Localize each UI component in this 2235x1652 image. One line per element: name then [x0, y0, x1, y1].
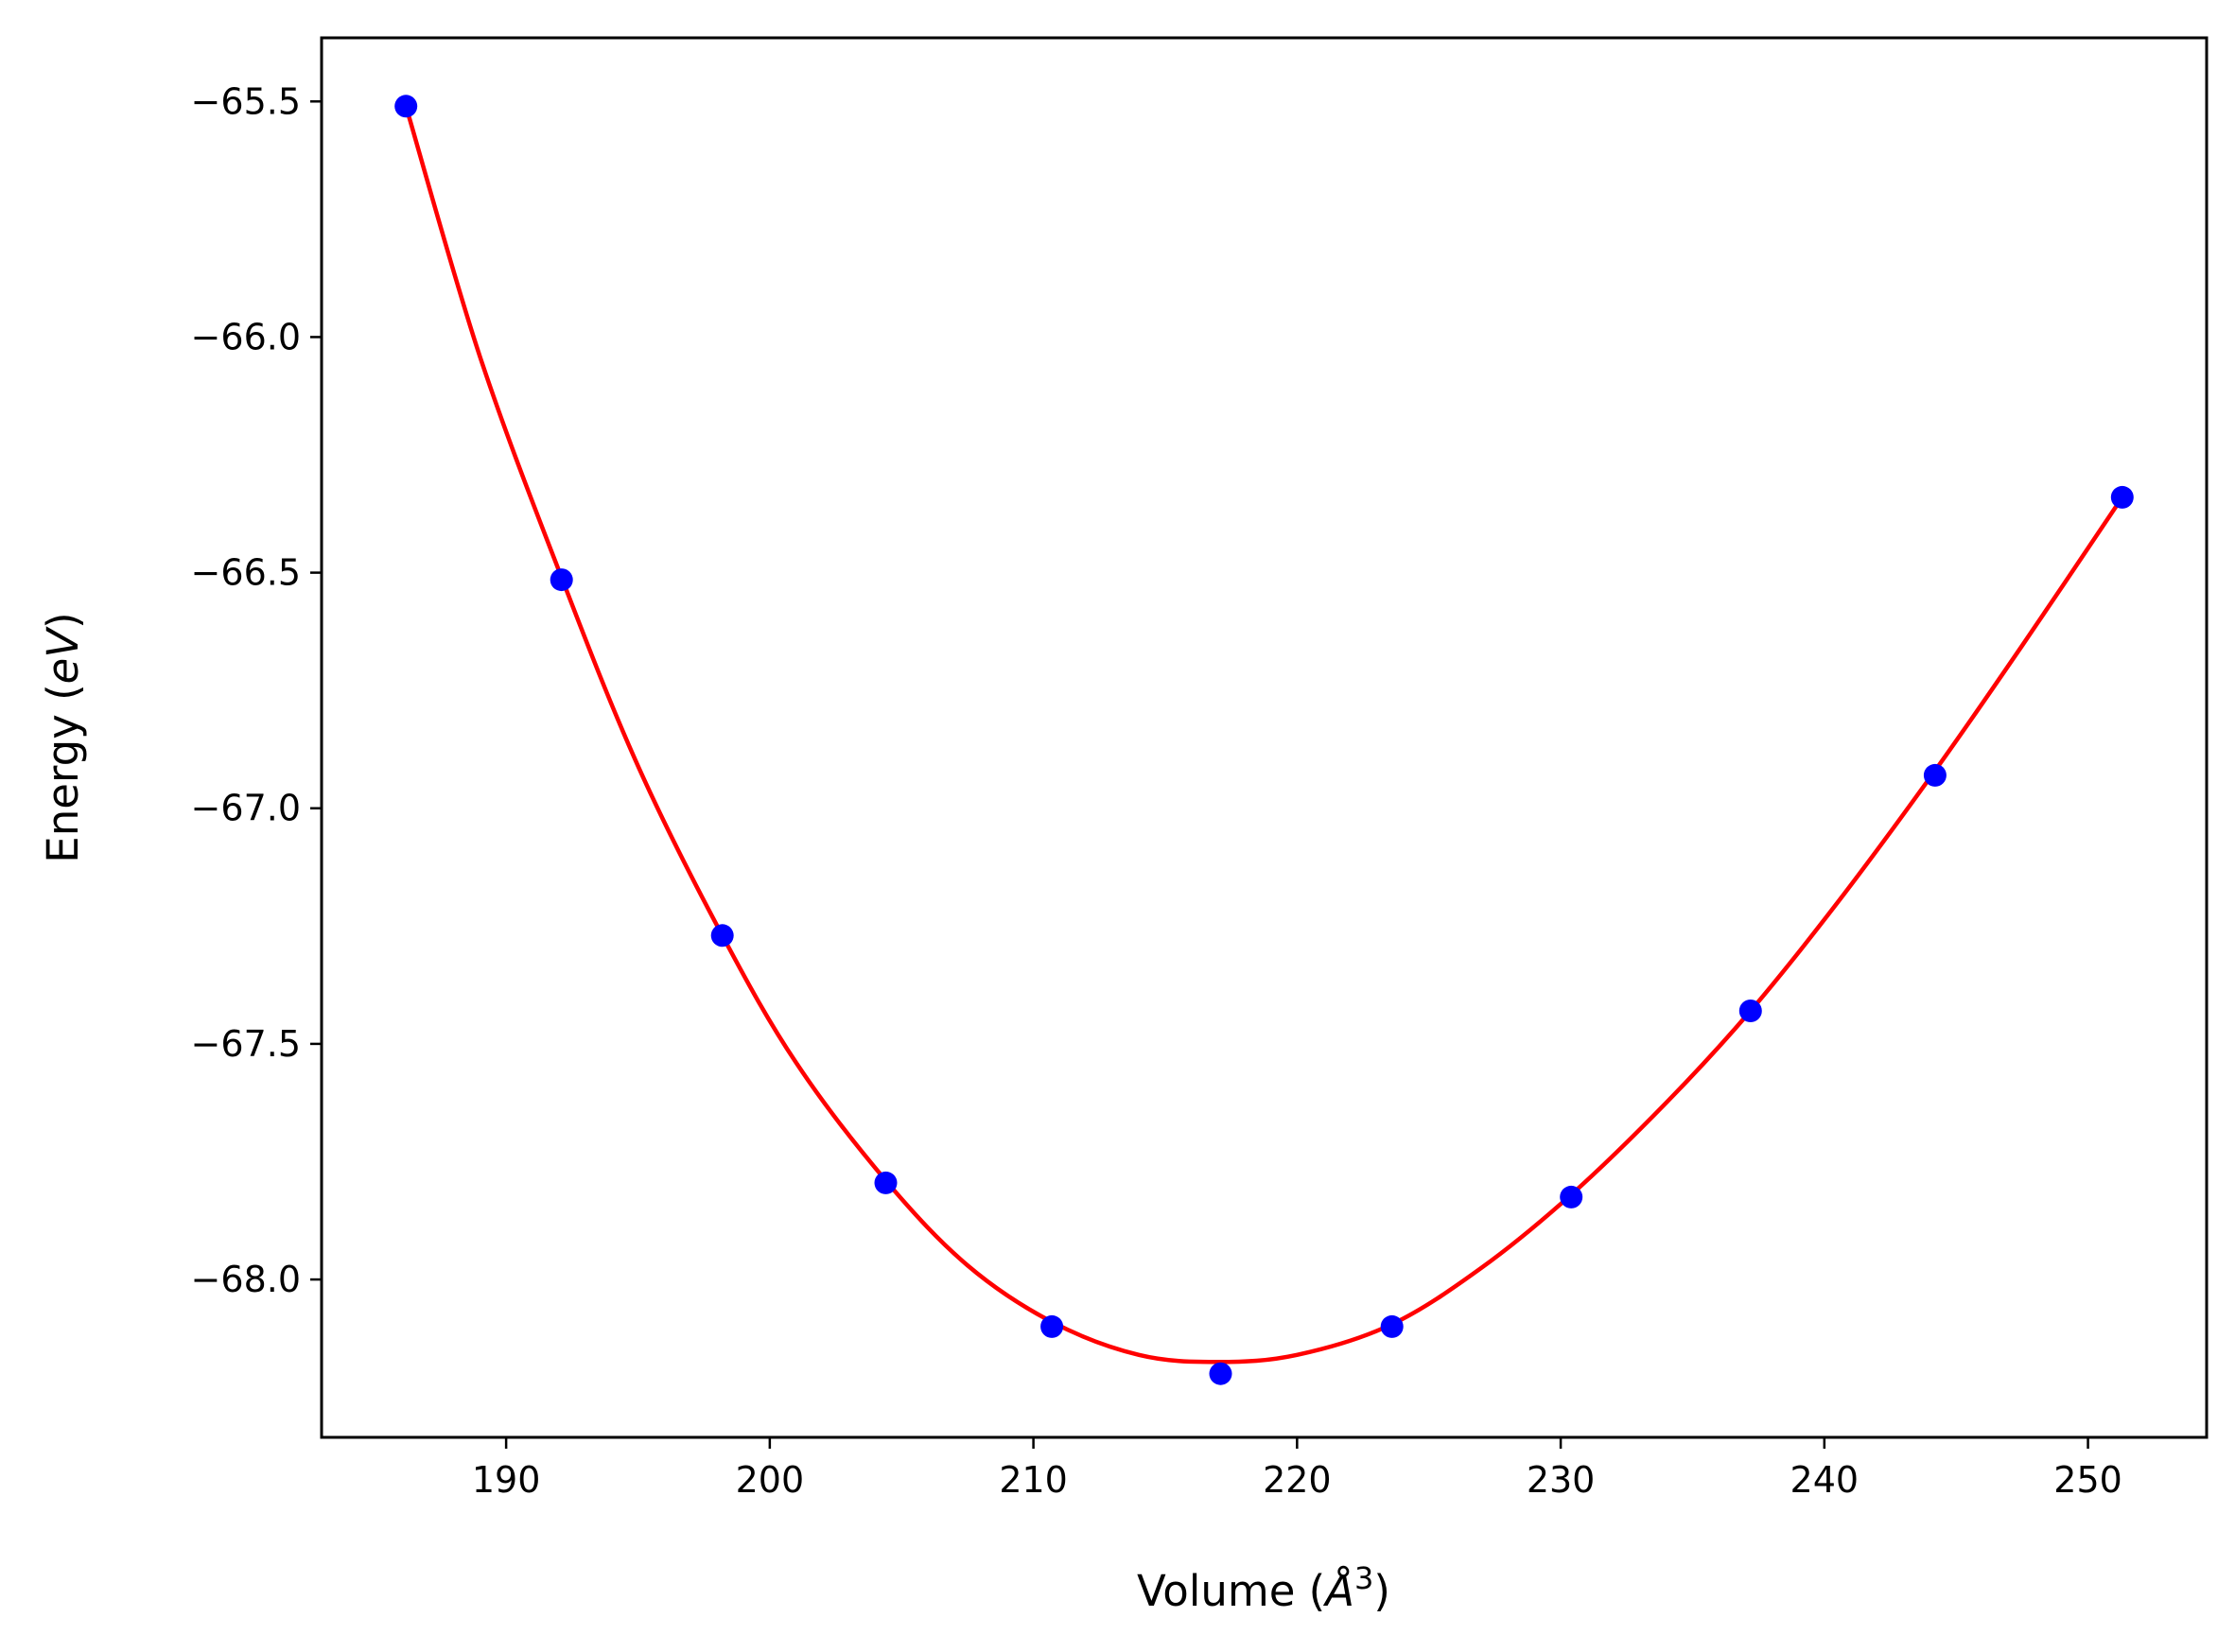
data-point: [550, 568, 573, 592]
y-tick-label: −66.0: [191, 316, 301, 357]
data-point: [874, 1171, 898, 1194]
x-tick-label: 210: [999, 1459, 1068, 1501]
y-tick-label: −65.5: [191, 80, 301, 122]
x-tick-label: 250: [2053, 1459, 2122, 1501]
data-point: [1923, 763, 1947, 787]
y-tick-label: −68.0: [191, 1259, 301, 1300]
x-tick-label: 230: [1527, 1459, 1596, 1501]
plot-area: [394, 95, 2134, 1385]
y-tick-label: −67.0: [191, 788, 301, 829]
y-axis-label: Energy (eV): [38, 612, 88, 862]
data-point: [2110, 485, 2134, 509]
x-tick-label: 190: [472, 1459, 541, 1501]
data-point: [394, 95, 418, 118]
axis-ticks: 190 200 210 220 230 240 250 −65.5 −66.0 −66.5 −67.…: [191, 80, 2122, 1501]
data-point: [710, 924, 734, 948]
y-tick-label: −67.5: [191, 1023, 301, 1065]
y-tick-label: −66.5: [191, 552, 301, 594]
x-axis-label: Volume (Å3): [1137, 1560, 1390, 1616]
x-tick-label: 220: [1263, 1459, 1332, 1501]
plot-frame: [320, 36, 2209, 1439]
x-tick-label: 240: [1790, 1459, 1860, 1501]
data-point: [1738, 1000, 1762, 1022]
x-tick-label: 200: [736, 1459, 805, 1501]
data-point: [1040, 1314, 1064, 1338]
data-point: [1560, 1185, 1583, 1209]
data-point: [1209, 1362, 1232, 1385]
fit-curve: [403, 104, 2125, 1365]
data-point: [1380, 1314, 1404, 1338]
